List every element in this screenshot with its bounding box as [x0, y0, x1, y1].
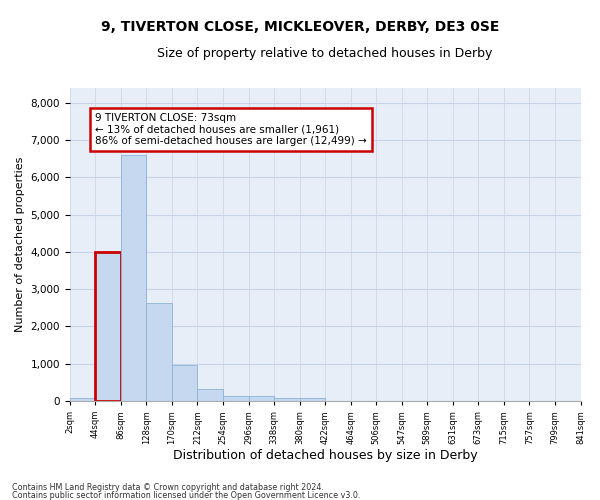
Bar	[172, 365, 197, 401]
Bar	[146, 304, 172, 401]
Bar	[121, 155, 146, 401]
X-axis label: Distribution of detached houses by size in Derby: Distribution of detached houses by size …	[173, 450, 478, 462]
Y-axis label: Number of detached properties: Number of detached properties	[15, 157, 25, 332]
Bar	[299, 398, 325, 401]
Text: 9 TIVERTON CLOSE: 73sqm
← 13% of detached houses are smaller (1,961)
86% of semi: 9 TIVERTON CLOSE: 73sqm ← 13% of detache…	[95, 113, 367, 146]
Bar	[197, 389, 223, 401]
Text: Contains public sector information licensed under the Open Government Licence v3: Contains public sector information licen…	[12, 491, 361, 500]
Bar	[95, 252, 121, 401]
Text: 9, TIVERTON CLOSE, MICKLEOVER, DERBY, DE3 0SE: 9, TIVERTON CLOSE, MICKLEOVER, DERBY, DE…	[101, 20, 499, 34]
Bar	[223, 396, 248, 401]
Bar	[274, 398, 299, 401]
Text: Contains HM Land Registry data © Crown copyright and database right 2024.: Contains HM Land Registry data © Crown c…	[12, 484, 324, 492]
Bar	[70, 398, 95, 401]
Bar	[248, 396, 274, 401]
Title: Size of property relative to detached houses in Derby: Size of property relative to detached ho…	[157, 48, 493, 60]
